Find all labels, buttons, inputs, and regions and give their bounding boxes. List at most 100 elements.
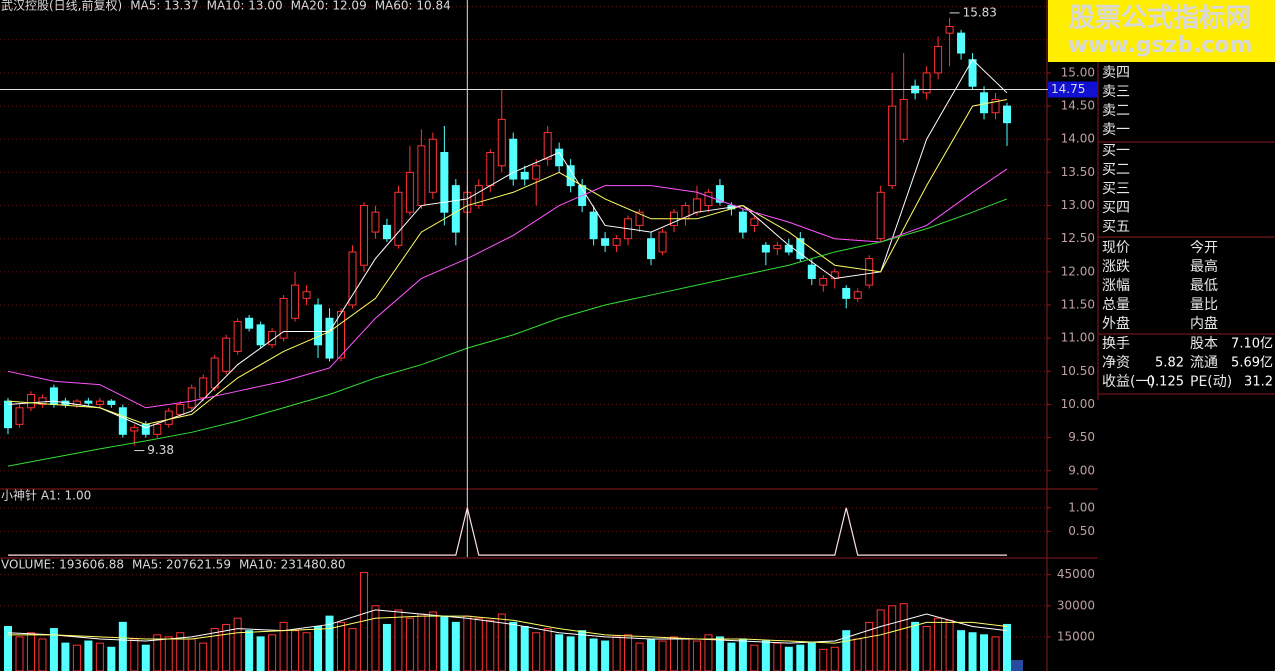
candle-body xyxy=(486,152,495,187)
candle-body xyxy=(796,238,805,260)
candle-body xyxy=(830,271,839,279)
volume-bar xyxy=(141,644,150,671)
fund-label: 流通 xyxy=(1190,355,1218,371)
candle-body xyxy=(842,287,851,299)
sell-level: 卖四 xyxy=(1102,65,1130,81)
volume-bar xyxy=(658,640,667,671)
corner-icon xyxy=(1005,660,1023,671)
y-tick-label: 10.00 xyxy=(1061,397,1095,411)
buy-level: 买四 xyxy=(1102,200,1130,216)
volume-bar xyxy=(1003,623,1011,671)
header-text: MA5: 13.37 xyxy=(130,0,198,13)
volume-bar xyxy=(934,617,943,671)
candle-body xyxy=(417,145,426,207)
candle-body xyxy=(853,291,862,299)
y-tick-label: 1.00 xyxy=(1068,500,1095,514)
volume-bar xyxy=(991,636,1000,671)
crosshair-label-bg xyxy=(1048,81,1098,98)
volume-bar xyxy=(72,644,81,671)
volume-bar xyxy=(428,611,437,671)
volume-bar xyxy=(888,605,897,671)
y-tick-label: 15.00 xyxy=(1061,65,1095,79)
volume-bar xyxy=(474,617,483,671)
volume-bar xyxy=(463,615,472,671)
volume-bar xyxy=(509,621,518,671)
y-tick-label: 11.00 xyxy=(1061,331,1095,345)
candle-body xyxy=(451,185,460,233)
volume-bar xyxy=(199,642,208,671)
buy-level: 买三 xyxy=(1102,181,1130,197)
candle-body xyxy=(635,211,644,226)
volume-bar xyxy=(210,628,219,671)
volume-bar xyxy=(945,619,954,671)
candle-body xyxy=(922,72,931,94)
candle-body xyxy=(945,26,954,34)
volume-bar xyxy=(245,630,254,671)
ma-line xyxy=(7,198,1008,467)
ma-line xyxy=(7,609,1008,644)
fund-value: 5.82 xyxy=(1155,356,1184,371)
candle-body xyxy=(888,105,897,187)
y-tick-label: 9.50 xyxy=(1068,430,1095,444)
volume-bar xyxy=(578,630,587,671)
volume-bar xyxy=(118,621,127,671)
header-text: MA10: 231480.80 xyxy=(239,558,346,572)
candle-body xyxy=(658,231,667,253)
candle-body xyxy=(15,407,24,425)
volume-bar xyxy=(348,628,357,671)
volume-bar xyxy=(543,628,552,671)
candle-body xyxy=(543,132,552,160)
volume-bar xyxy=(371,605,380,671)
candle-body xyxy=(107,400,116,405)
watermark-url: www.gszb.com xyxy=(1068,33,1253,58)
candle-body xyxy=(601,238,610,246)
candle-body xyxy=(141,423,150,435)
volume-bar xyxy=(222,623,231,671)
fund-value: 7.10亿 xyxy=(1231,337,1273,352)
volume-bar xyxy=(153,634,162,671)
fund-value: 5.69亿 xyxy=(1231,356,1273,371)
candle-body xyxy=(382,224,391,240)
volume-bar xyxy=(727,642,736,671)
candle-body xyxy=(325,317,334,359)
fund-label: 换手 xyxy=(1102,335,1130,352)
ma-line xyxy=(7,98,1008,425)
quote-label: 涨幅 xyxy=(1102,278,1130,294)
candle-body xyxy=(199,377,208,399)
candle-body xyxy=(130,427,139,432)
candle-body xyxy=(359,205,368,266)
volume-bar xyxy=(95,642,104,671)
volume-bar xyxy=(405,617,414,671)
candle-body xyxy=(980,92,989,114)
candle-body xyxy=(899,98,908,140)
volume-bar xyxy=(692,640,701,671)
volume-bar xyxy=(796,644,805,671)
sell-level: 卖三 xyxy=(1102,84,1130,100)
annotation-label: 15.83 xyxy=(963,5,997,19)
volume-bar xyxy=(26,632,35,671)
y-tick-label: 45000 xyxy=(1057,567,1095,581)
watermark-bg xyxy=(1048,0,1275,62)
candle-body xyxy=(84,400,93,404)
buy-level: 买一 xyxy=(1102,143,1130,159)
quote-label: 量比 xyxy=(1190,297,1218,313)
quote-label: 涨跌 xyxy=(1102,259,1130,275)
candle-body xyxy=(428,138,437,193)
candle-body xyxy=(394,191,403,246)
watermark-title: 股票公式指标网 xyxy=(1069,4,1251,34)
candle-body xyxy=(704,191,713,207)
volume-bar xyxy=(670,636,678,671)
volume-bar xyxy=(784,646,793,671)
volume-bar xyxy=(911,621,920,671)
volume-bar xyxy=(807,642,816,671)
fund-label: 收益(一) xyxy=(1102,374,1155,390)
buy-level: 买二 xyxy=(1102,162,1130,178)
candle-body xyxy=(302,291,311,299)
buy-level: 买五 xyxy=(1102,219,1130,235)
quote-label: 今开 xyxy=(1190,240,1218,256)
fund-value: 0.125 xyxy=(1147,375,1184,390)
y-tick-label: 11.50 xyxy=(1061,298,1095,312)
candle-body xyxy=(26,394,35,409)
volume-bar xyxy=(497,613,506,671)
candle-body xyxy=(991,98,1000,114)
